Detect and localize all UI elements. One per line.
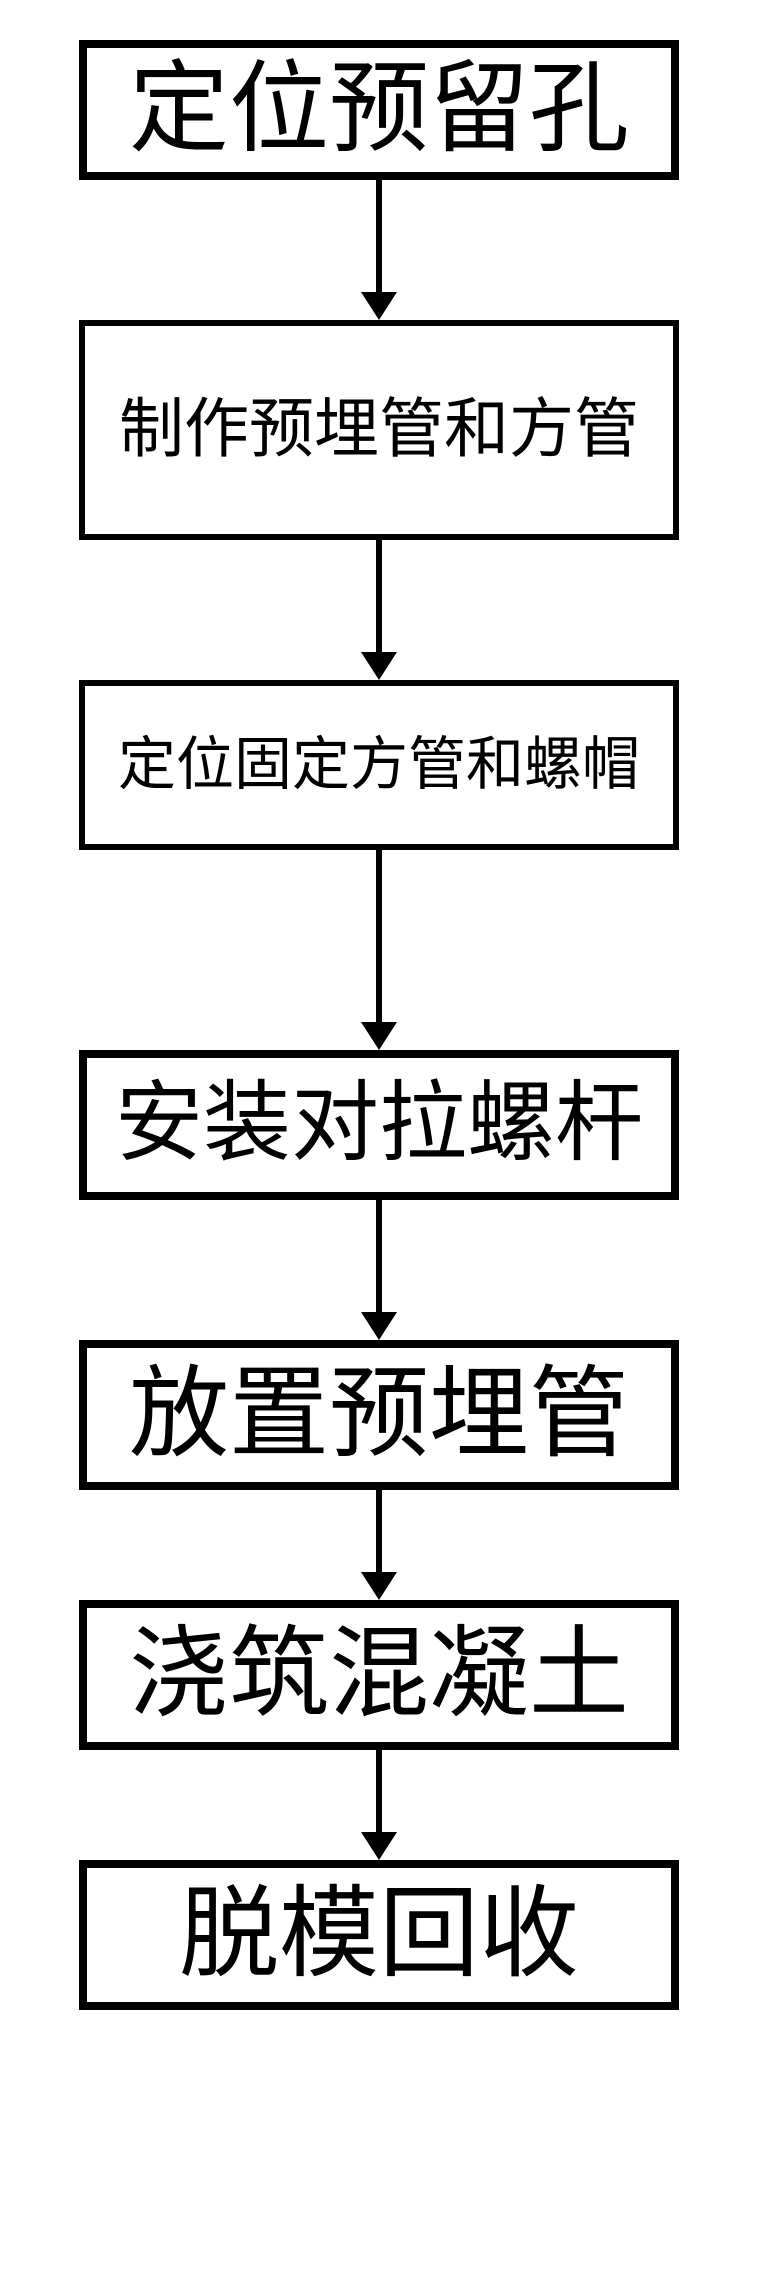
flow-node-n6: 浇筑混凝土 [79, 1600, 679, 1750]
arrow-line [376, 1750, 382, 1832]
arrow-head-icon [361, 1312, 397, 1340]
flow-arrow-2 [361, 540, 397, 680]
arrow-line [376, 540, 382, 652]
flow-node-n2: 制作预埋管和方管 [79, 320, 679, 540]
flow-arrow-5 [361, 1490, 397, 1600]
arrow-line [376, 850, 382, 1022]
flow-node-n7: 脱模回收 [79, 1860, 679, 2010]
arrow-head-icon [361, 652, 397, 680]
flow-node-n5: 放置预埋管 [79, 1340, 679, 1490]
arrow-line [376, 180, 382, 292]
flow-node-n3: 定位固定方管和螺帽 [79, 680, 679, 850]
flow-node-n1: 定位预留孔 [79, 40, 679, 180]
flow-arrow-1 [361, 180, 397, 320]
arrow-head-icon [361, 1022, 397, 1050]
flow-arrow-3 [361, 850, 397, 1050]
arrow-head-icon [361, 1832, 397, 1860]
arrow-line [376, 1200, 382, 1312]
flow-arrow-6 [361, 1750, 397, 1860]
flow-node-n4: 安装对拉螺杆 [79, 1050, 679, 1200]
flowchart-root: 定位预留孔制作预埋管和方管定位固定方管和螺帽安装对拉螺杆放置预埋管浇筑混凝土脱模… [79, 40, 679, 2010]
arrow-line [376, 1490, 382, 1572]
arrow-head-icon [361, 1572, 397, 1600]
arrow-head-icon [361, 292, 397, 320]
flow-arrow-4 [361, 1200, 397, 1340]
